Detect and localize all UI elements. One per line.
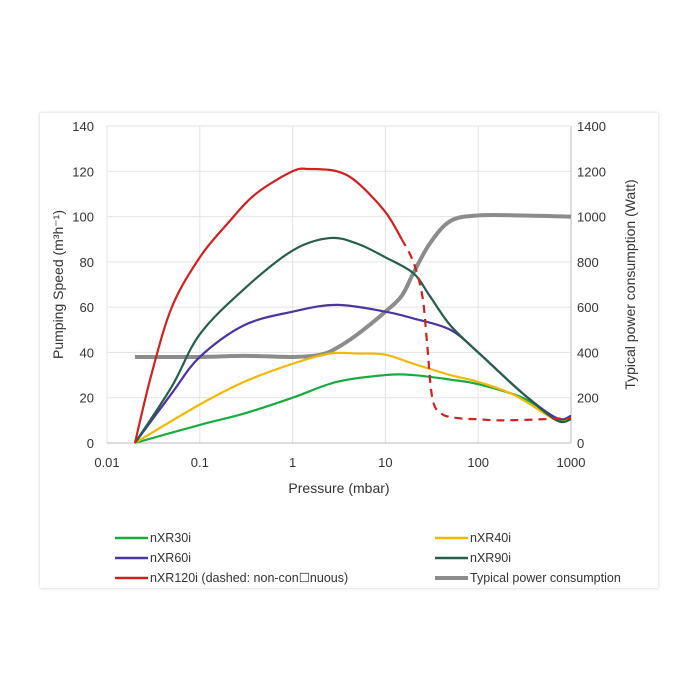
y-axis-label: Pumping Speed (m³h⁻¹) bbox=[50, 210, 66, 359]
x-tick-label: 10 bbox=[378, 455, 392, 470]
y2-axis-label: Typical power consumption (Watt) bbox=[622, 179, 638, 389]
series-line-4 bbox=[133, 167, 403, 444]
x-tick-label: 1000 bbox=[557, 455, 586, 470]
series-line-2 bbox=[134, 303, 572, 444]
x-tick-label: 0.1 bbox=[191, 455, 209, 470]
series-line-5 bbox=[134, 212, 572, 360]
y-tick-label: 120 bbox=[72, 164, 94, 179]
y-tick-label: 20 bbox=[80, 391, 94, 406]
x-tick-label: 1 bbox=[289, 455, 296, 470]
chart-card: 0 0 20 200 40 400 60 600 80 800 100 1000 120 1200 140 1… bbox=[40, 113, 658, 588]
y2-tick-label: 200 bbox=[577, 391, 599, 406]
y2-tick-label: 600 bbox=[577, 300, 599, 315]
x-axis-label: Pressure (mbar) bbox=[288, 480, 389, 496]
pumping-speed-chart: 0 0 20 200 40 400 60 600 80 800 100 1000 120 1200 140 1… bbox=[50, 119, 638, 585]
series-line-3 bbox=[134, 236, 572, 444]
y2-tick-label: 800 bbox=[577, 255, 599, 270]
legend-label: nXR90i bbox=[470, 551, 511, 565]
legend-label: nXR30i bbox=[150, 531, 191, 545]
series-line-1 bbox=[134, 351, 572, 444]
y-tick-label: 80 bbox=[80, 255, 94, 270]
y-tick-label: 60 bbox=[80, 300, 94, 315]
y2-tick-label: 1000 bbox=[577, 210, 606, 225]
legend-label: nXR40i bbox=[470, 531, 511, 545]
legend-label: nXR120i (dashed: non-con☐nuous) bbox=[150, 571, 348, 585]
y-tick-label: 100 bbox=[72, 210, 94, 225]
x-tick-label: 100 bbox=[467, 455, 489, 470]
series-line-0 bbox=[134, 373, 572, 445]
y-tick-label: 0 bbox=[87, 436, 94, 451]
y-tick-label: 40 bbox=[80, 345, 94, 360]
y2-tick-label: 1400 bbox=[577, 119, 606, 134]
y-tick-label: 140 bbox=[72, 119, 94, 134]
x-tick-label: 0.01 bbox=[94, 455, 119, 470]
legend-label: nXR60i bbox=[150, 551, 191, 565]
y2-tick-label: 400 bbox=[577, 345, 599, 360]
series-dashed-line-4 bbox=[400, 238, 572, 422]
legend-label: Typical power consumption bbox=[470, 571, 621, 585]
y2-tick-label: 0 bbox=[577, 436, 584, 451]
y2-tick-label: 1200 bbox=[577, 164, 606, 179]
